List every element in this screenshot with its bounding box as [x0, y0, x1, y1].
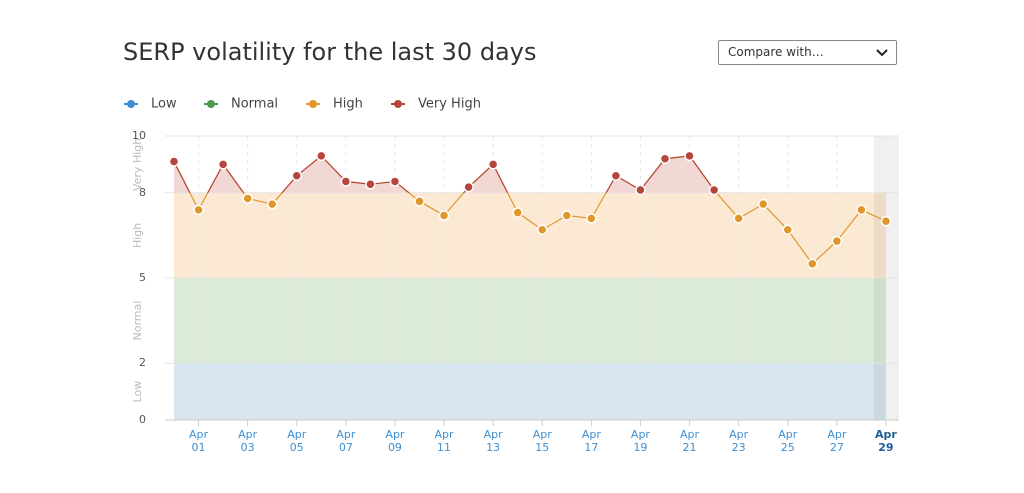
compare-dropdown[interactable]: Compare with…: [718, 40, 897, 65]
point: [807, 258, 818, 270]
band-label: High: [131, 223, 144, 248]
point: [831, 235, 843, 247]
x-tick-label: Apr 17: [581, 428, 601, 454]
legend-item[interactable]: Low: [124, 97, 177, 112]
legend-label: Low: [151, 97, 177, 112]
y-tick-label: 2: [139, 356, 146, 369]
x-tick-label: Apr 11: [434, 428, 454, 454]
point: [512, 207, 523, 218]
legend-marker: [127, 100, 135, 108]
legend-marker: [207, 100, 215, 108]
x-tick-label: Apr 19: [630, 428, 650, 454]
chevron-icon: [876, 49, 888, 57]
point: [659, 153, 671, 164]
x-tick-label: Apr 07: [336, 428, 356, 454]
x-tick-label: Apr 21: [680, 428, 700, 454]
band-fill: [174, 278, 886, 364]
point: [708, 184, 720, 196]
point: [414, 196, 425, 207]
point: [193, 204, 204, 216]
point: [610, 170, 622, 182]
band-label: Normal: [131, 301, 144, 341]
y-tick-label: 0: [139, 413, 146, 426]
point: [586, 213, 597, 224]
point: [242, 193, 253, 204]
y-tick-label: 10: [132, 129, 146, 142]
point: [438, 210, 450, 221]
band-label: Very High: [131, 138, 144, 191]
point: [856, 204, 867, 216]
legend-label: Normal: [231, 97, 278, 112]
y-tick-label: 5: [139, 271, 146, 284]
point: [340, 176, 352, 187]
x-tick-label: Apr 09: [385, 428, 405, 454]
x-tick-label: Apr 01: [189, 428, 209, 454]
legend-item[interactable]: Normal: [204, 97, 278, 112]
point: [635, 184, 646, 196]
point: [561, 210, 573, 221]
very-high-area: [174, 155, 886, 193]
legend-label: Very High: [418, 97, 481, 112]
x-tick-label: Apr 03: [238, 428, 258, 454]
legend-marker: [309, 100, 317, 108]
point: [782, 224, 793, 235]
x-tick-label: Apr 29: [875, 428, 897, 454]
x-tick-label: Apr 23: [729, 428, 749, 454]
point: [463, 181, 474, 193]
dropdown-label: Compare with…: [728, 45, 824, 59]
legend-label: High: [333, 97, 363, 112]
x-tick-label: Apr 05: [287, 428, 307, 454]
point: [733, 213, 744, 224]
band-fill: [174, 363, 886, 420]
point: [389, 176, 401, 187]
point: [365, 179, 376, 190]
point: [757, 198, 769, 210]
x-tick-label: Apr 27: [827, 428, 847, 454]
point: [291, 170, 302, 182]
point: [684, 150, 695, 162]
x-tick-label: Apr 15: [532, 428, 552, 454]
point: [487, 159, 499, 170]
legend-marker: [394, 100, 402, 108]
point: [217, 159, 229, 170]
y-tick-label: 8: [139, 186, 146, 199]
point: [880, 215, 892, 227]
point: [537, 224, 548, 235]
x-tick-label: Apr 13: [483, 428, 503, 454]
band-fill: [174, 192, 886, 278]
legend-item[interactable]: High: [306, 97, 363, 112]
point: [168, 156, 180, 167]
page-title: SERP volatility for the last 30 days: [123, 38, 537, 66]
band-label: Low: [131, 381, 144, 403]
line-very-high: [173, 155, 718, 193]
legend-item[interactable]: Very High: [391, 97, 481, 112]
point: [316, 150, 327, 162]
x-tick-label: Apr 25: [778, 428, 798, 454]
point: [266, 198, 278, 210]
